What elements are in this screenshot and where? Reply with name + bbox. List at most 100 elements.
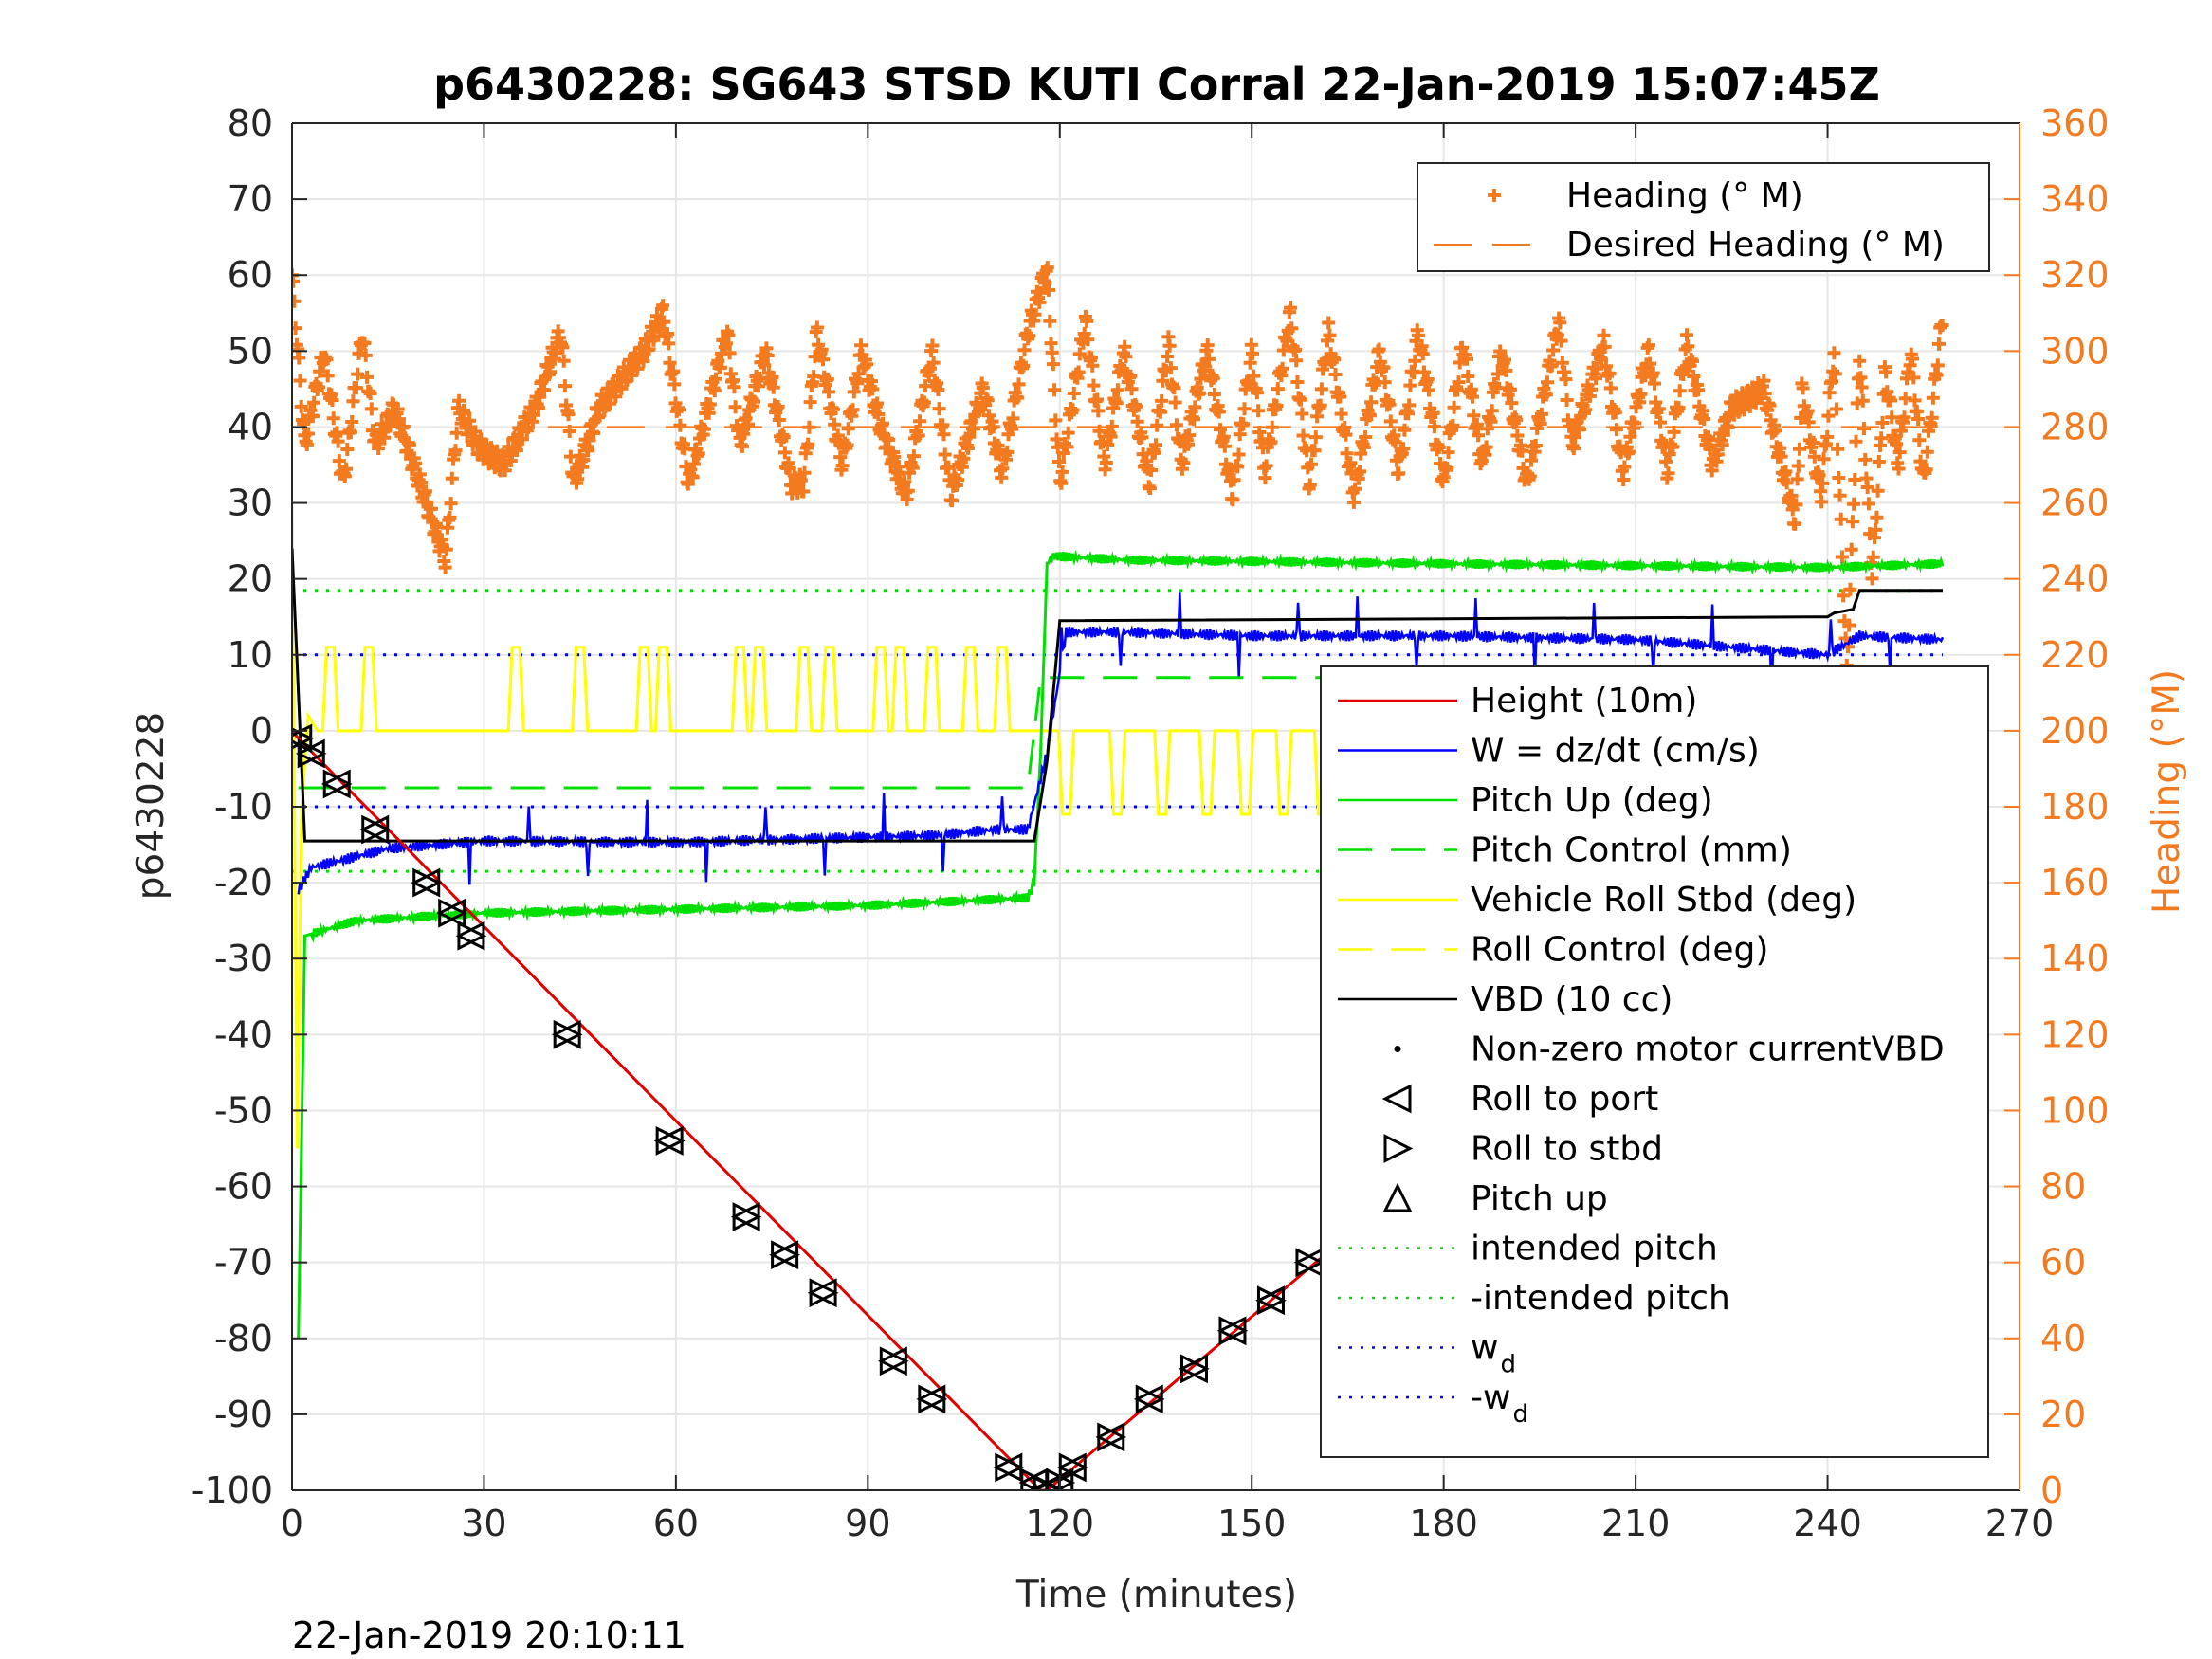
- y2-tick-label: 160: [2040, 862, 2110, 903]
- y-tick-label: -90: [214, 1394, 273, 1435]
- y-tick-label: 0: [250, 710, 273, 752]
- y2-tick-label: 20: [2040, 1394, 2086, 1435]
- y-axis-label: p6430228: [130, 712, 173, 900]
- x-tick-label: 150: [1217, 1503, 1287, 1544]
- legend-top-box: [1417, 162, 1990, 272]
- roll-marker: [771, 1240, 800, 1270]
- legend-main-entry: -intended pitch: [1471, 1279, 1730, 1318]
- legend-swatch-triangle: [1381, 1084, 1412, 1114]
- legend-main-entry: Vehicle Roll Stbd (deg): [1471, 881, 1856, 920]
- y-tick-label: -100: [192, 1469, 273, 1511]
- timestamp-footer: 22-Jan-2019 20:10:11: [292, 1614, 686, 1656]
- roll-marker: [655, 1126, 686, 1156]
- legend-main-entry: Roll to port: [1471, 1080, 1658, 1119]
- y-tick-label: 30: [228, 483, 273, 524]
- pitch-up-series: [297, 550, 1945, 1339]
- roll-marker: [359, 814, 390, 845]
- roll-marker: [1218, 1316, 1249, 1346]
- heading-markers: [292, 261, 1949, 672]
- roll-marker: [1058, 1452, 1088, 1483]
- x-tick-label: 90: [845, 1503, 890, 1544]
- legend-main-entry: w: [1471, 1329, 1498, 1368]
- y2-tick-label: 280: [2040, 406, 2110, 447]
- legend-main-entry: Non-zero motor currentVBD: [1471, 1030, 1945, 1069]
- x-tick-label: 0: [281, 1503, 303, 1544]
- y-tick-label: -80: [214, 1318, 273, 1359]
- axes: 0 30 60 90 120 150 180 210 240 270 80 70 60 50 40 30 20 1…: [192, 102, 2110, 1544]
- roll-marker: [807, 1278, 837, 1308]
- y-tick-label: 60: [228, 254, 273, 296]
- roll-marker: [322, 769, 353, 799]
- legend-main-entry: Height (10m): [1471, 682, 1697, 720]
- legend-main-box: [1320, 665, 1989, 1458]
- y-tick-label: 20: [228, 558, 273, 600]
- legend-main-entry: Roll to stbd: [1471, 1130, 1663, 1169]
- roll-marker: [436, 898, 466, 928]
- y-tick-label: -20: [214, 862, 273, 903]
- roll-marker: [879, 1346, 909, 1376]
- y2-tick-label: 60: [2040, 1242, 2086, 1284]
- x-tick-label: 180: [1409, 1503, 1478, 1544]
- y-tick-label: -10: [214, 786, 273, 828]
- legend-swatch-dot: [1394, 1046, 1401, 1052]
- y-tick-label: 70: [228, 178, 273, 220]
- y-tick-label: 50: [228, 330, 273, 372]
- y2-tick-label: 220: [2040, 634, 2110, 676]
- y-tick-label: 40: [228, 406, 273, 447]
- legend-subscript: d: [1500, 1351, 1516, 1379]
- legend-swatch-triangle: [1383, 1134, 1414, 1163]
- roll-marker: [412, 867, 443, 898]
- roll-marker: [1135, 1384, 1165, 1414]
- x-tick-label: 240: [1793, 1503, 1862, 1544]
- y2-tick-label: 120: [2040, 1013, 2110, 1055]
- legend-main-entry: Pitch Up (deg): [1471, 781, 1713, 820]
- legend-top-entry: Heading (° M): [1566, 176, 1803, 215]
- y2-tick-label: 360: [2040, 102, 2110, 144]
- y-tick-label: -40: [214, 1013, 273, 1055]
- y-tick-label: 80: [228, 102, 273, 144]
- roll-marker: [295, 738, 325, 769]
- y-tick-label: -50: [214, 1089, 273, 1131]
- legend-main-entry: Pitch up: [1471, 1179, 1608, 1218]
- x-tick-label: 210: [1601, 1503, 1671, 1544]
- roll-marker: [916, 1384, 946, 1414]
- legend-subscript: d: [1512, 1400, 1528, 1429]
- y-tick-label: -30: [214, 938, 273, 979]
- x-tick-label: 270: [1985, 1503, 2055, 1544]
- vbd-series: [292, 548, 1943, 843]
- y2-tick-label: 40: [2040, 1318, 2086, 1359]
- y2-tick-label: 300: [2040, 330, 2110, 372]
- legend-heading: Heading (° M) Desired Heading (° M): [1417, 162, 1990, 272]
- roll-marker: [730, 1202, 760, 1232]
- legend-swatch-triangle: [1382, 1182, 1413, 1212]
- x-axis-label: Time (minutes): [1015, 1574, 1297, 1616]
- legend-main-entry: VBD (10 cc): [1471, 980, 1673, 1019]
- legend-main: Height (10m) W = dz/dt (cm/s) Pitch Up (de…: [1320, 665, 1989, 1458]
- chart-title: p6430228: SG643 STSD KUTI Corral 22-Jan-…: [433, 59, 1880, 110]
- roll-marker: [457, 921, 487, 951]
- y2-tick-label: 340: [2040, 178, 2110, 220]
- y2-tick-label: 320: [2040, 254, 2110, 296]
- heading-series: [292, 261, 1949, 672]
- y2-tick-label: 260: [2040, 483, 2110, 524]
- legend-main-entry: Pitch Control (mm): [1471, 831, 1792, 870]
- y2-tick-label: 0: [2040, 1469, 2063, 1511]
- roll-marker: [1179, 1354, 1208, 1384]
- legend-main-entry: intended pitch: [1471, 1230, 1718, 1268]
- x-tick-label: 120: [1026, 1503, 1095, 1544]
- y2-tick-label: 140: [2040, 938, 2110, 979]
- roll-marker: [1295, 1248, 1325, 1278]
- y2-tick-label: 100: [2040, 1089, 2110, 1131]
- y2-axis-label: Heading (°M): [2146, 669, 2188, 914]
- y-tick-label: 10: [228, 634, 273, 676]
- legend-main-entry: -w: [1471, 1378, 1510, 1417]
- y-tick-label: -60: [214, 1166, 273, 1208]
- y-tick-label: -70: [214, 1242, 273, 1284]
- legend-main-entry: W = dz/dt (cm/s): [1471, 732, 1760, 771]
- legend-top-entry: Desired Heading (° M): [1566, 226, 1945, 264]
- y2-tick-label: 180: [2040, 786, 2110, 828]
- y2-tick-label: 200: [2040, 710, 2110, 752]
- legend-heading-swatch: [1488, 189, 1501, 202]
- y2-tick-label: 240: [2040, 558, 2110, 600]
